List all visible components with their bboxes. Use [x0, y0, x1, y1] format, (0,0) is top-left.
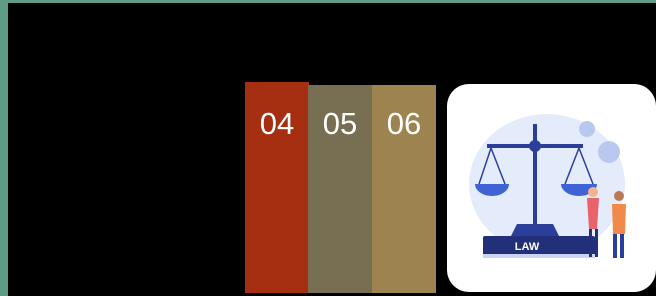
scale-pole	[533, 124, 537, 224]
law-illustration: LAW	[447, 84, 656, 292]
person-head	[614, 191, 624, 201]
person-leg	[589, 229, 592, 257]
gear	[598, 141, 620, 163]
person-body	[587, 198, 599, 229]
scale-pivot	[529, 140, 541, 152]
person-head	[588, 187, 598, 197]
person-body	[612, 204, 626, 234]
book-pages	[483, 254, 595, 258]
person-leg	[613, 234, 617, 258]
tile[interactable]: 05	[308, 85, 372, 293]
law-card[interactable]: LAW	[447, 84, 656, 292]
book-label: LAW	[515, 241, 540, 253]
page: 04 05 06 LAW	[0, 0, 656, 296]
tile[interactable]: 04	[245, 82, 309, 293]
person-leg	[620, 234, 624, 258]
person-leg	[595, 229, 598, 257]
tile[interactable]: 06	[372, 85, 436, 293]
gear	[579, 121, 595, 137]
scale-base	[511, 224, 559, 236]
